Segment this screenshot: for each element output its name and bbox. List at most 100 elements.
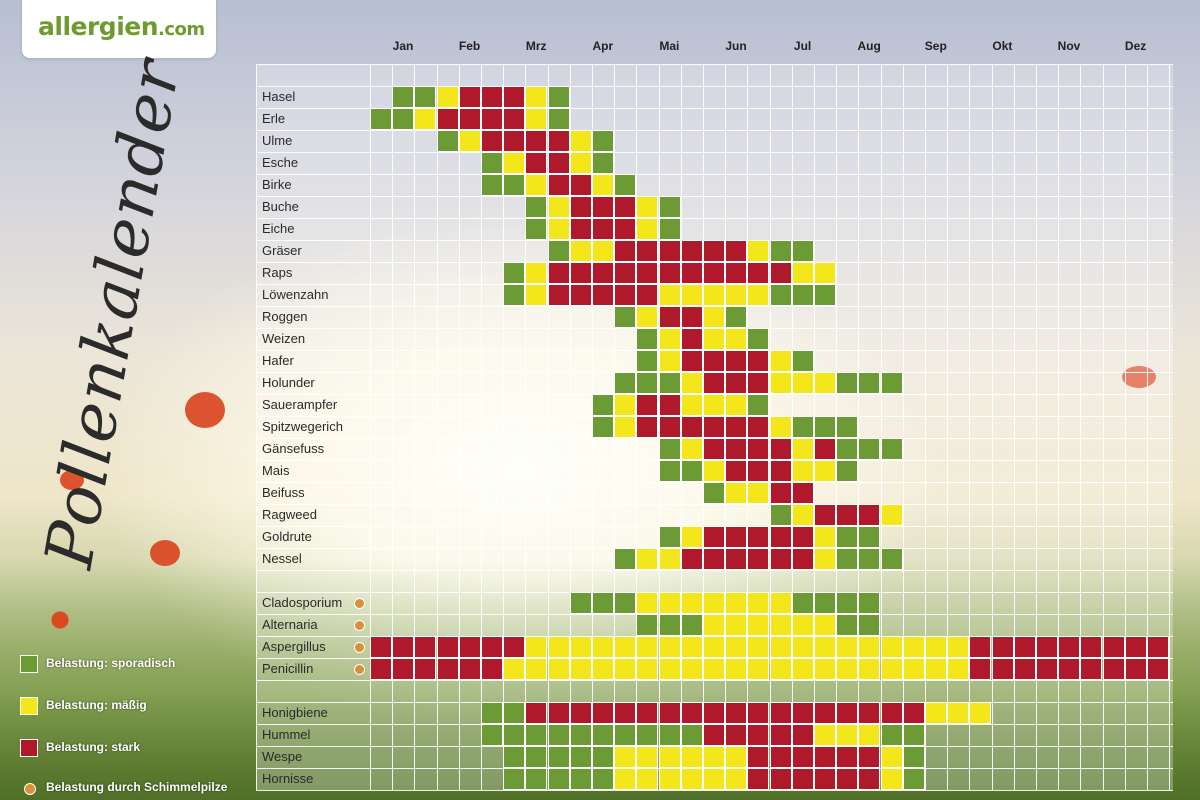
grid-line [570, 64, 571, 790]
legend-label: Belastung: stark [46, 740, 141, 754]
heatmap-cell [548, 86, 570, 108]
heatmap-cell [836, 526, 858, 548]
row-label: Goldrute [262, 529, 312, 544]
grid-line [947, 64, 948, 790]
heatmap-cell [636, 240, 658, 262]
heatmap-cell [881, 636, 903, 658]
poppy-decoration [60, 470, 84, 490]
grid-line [256, 680, 1173, 681]
heatmap-cell [770, 240, 792, 262]
grid-line [256, 64, 257, 790]
heatmap-cell [703, 438, 725, 460]
heatmap-cell [392, 636, 414, 658]
heatmap-cell [659, 438, 681, 460]
heatmap-cell [525, 152, 547, 174]
row-label: Birke [262, 177, 292, 192]
heatmap-cell [636, 328, 658, 350]
heatmap-cell [503, 86, 525, 108]
heatmap-cell [548, 702, 570, 724]
heatmap-cell [592, 130, 614, 152]
heatmap-cell [548, 130, 570, 152]
heatmap-cell [792, 592, 814, 614]
heatmap-cell [1058, 636, 1080, 658]
heatmap-cell [792, 262, 814, 284]
month-label: Mai [659, 39, 680, 53]
row-label: Hasel [262, 89, 296, 104]
heatmap-cell [770, 636, 792, 658]
grid-line [1169, 64, 1170, 790]
heatmap-cell [725, 350, 747, 372]
heatmap-cell [814, 548, 836, 570]
heatmap-cell [614, 394, 636, 416]
grid-line [256, 218, 1173, 219]
row-label: Eiche [262, 221, 295, 236]
heatmap-cell [659, 416, 681, 438]
heatmap-cell [836, 504, 858, 526]
heatmap-cell [725, 306, 747, 328]
heatmap-cell [725, 614, 747, 636]
heatmap-cell [814, 504, 836, 526]
brand-logo[interactable]: allergien.com [22, 0, 216, 58]
heatmap-cell [836, 746, 858, 768]
heatmap-cell [770, 658, 792, 680]
heatmap-cell [503, 724, 525, 746]
heatmap-cell [1125, 658, 1147, 680]
legend-label: Belastung: sporadisch [46, 656, 176, 670]
heatmap-cell [703, 658, 725, 680]
heatmap-cell [925, 702, 947, 724]
heatmap-cell [392, 658, 414, 680]
heatmap-cell [725, 438, 747, 460]
heatmap-cell [636, 548, 658, 570]
heatmap-cell [592, 394, 614, 416]
heatmap-cell [858, 548, 880, 570]
heatmap-cell [747, 372, 769, 394]
heatmap-cell [370, 636, 392, 658]
heatmap-cell [1080, 636, 1102, 658]
heatmap-cell [636, 746, 658, 768]
heatmap-cell [570, 768, 592, 790]
heatmap-cell [703, 262, 725, 284]
legend-label: Belastung: mäßig [46, 698, 147, 712]
heatmap-cell [947, 702, 969, 724]
heatmap-cell [792, 416, 814, 438]
heatmap-cell [659, 394, 681, 416]
grid-line [256, 108, 1173, 109]
heatmap-cell [525, 174, 547, 196]
heatmap-cell [747, 240, 769, 262]
heatmap-cell [814, 746, 836, 768]
heatmap-cell [681, 702, 703, 724]
mold-indicator-dot [354, 598, 365, 609]
heatmap-cell [747, 702, 769, 724]
month-label: Jun [725, 39, 747, 53]
heatmap-cell [703, 482, 725, 504]
legend-label: Belastung durch Schimmelpilze [46, 780, 228, 794]
heatmap-cell [614, 262, 636, 284]
row-label: Spitzwegerich [262, 419, 343, 434]
heatmap-cell [703, 284, 725, 306]
heatmap-cell [681, 394, 703, 416]
heatmap-cell [525, 86, 547, 108]
heatmap-cell [659, 350, 681, 372]
heatmap-cell [1125, 636, 1147, 658]
heatmap-cell [703, 416, 725, 438]
heatmap-cell [792, 350, 814, 372]
heatmap-cell [836, 614, 858, 636]
month-label: Jan [392, 39, 414, 53]
heatmap-cell [503, 130, 525, 152]
heatmap-cell [814, 262, 836, 284]
heatmap-cell [792, 526, 814, 548]
heatmap-cell [548, 768, 570, 790]
heatmap-cell [747, 350, 769, 372]
heatmap-cell [437, 130, 459, 152]
heatmap-cell [548, 240, 570, 262]
poppy-decoration [150, 540, 180, 566]
heatmap-cell [614, 548, 636, 570]
heatmap-cell [770, 284, 792, 306]
heatmap-cell [725, 262, 747, 284]
heatmap-cell [858, 724, 880, 746]
heatmap-cell [659, 768, 681, 790]
row-label: Alternaria [262, 617, 318, 632]
heatmap-cell [570, 746, 592, 768]
heatmap-cell [703, 526, 725, 548]
grid-line [925, 64, 926, 790]
